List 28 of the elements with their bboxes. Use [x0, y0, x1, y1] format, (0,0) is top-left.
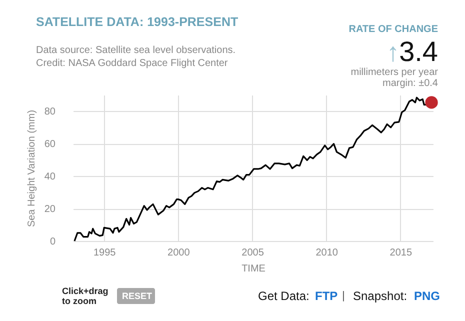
text: Credit: NASA Goddard Space Flight Center	[36, 58, 228, 69]
text: PNG	[414, 289, 440, 303]
y-tick-label: 60	[44, 139, 56, 150]
text: millimeters per year	[350, 67, 439, 78]
text: ↑	[386, 37, 400, 67]
x-axis-title: TIME	[242, 264, 266, 274]
x-tick-label: 2015	[390, 248, 412, 258]
y-axis-title: Sea Height Variation (mm)	[26, 110, 38, 228]
text: |	[342, 290, 345, 302]
y-tick-label: 80	[44, 106, 56, 118]
text: to zoom	[62, 296, 96, 306]
x-tick-label: 2000	[168, 248, 190, 258]
text: 3.4	[399, 36, 438, 67]
x-tick-label: 2010	[316, 248, 338, 258]
chart-title: SATELLITE DATA: 1993-PRESENT	[36, 15, 238, 29]
text: Data source: Satellite sea level observations.	[36, 45, 236, 56]
text: RESET	[122, 291, 152, 301]
x-tick-label: 1995	[93, 248, 116, 258]
text: RATE OF CHANGE	[348, 24, 438, 35]
text: margin: ±0.4	[382, 78, 438, 89]
text: Click+drag	[62, 286, 108, 296]
text: Snapshot:	[353, 289, 408, 303]
text: Get Data:	[258, 289, 310, 303]
y-tick-label: 0	[50, 236, 56, 248]
x-tick-label: 2005	[242, 248, 264, 258]
text: FTP	[315, 289, 338, 303]
y-tick-label: 20	[44, 204, 56, 216]
y-tick-label: 40	[44, 172, 56, 183]
